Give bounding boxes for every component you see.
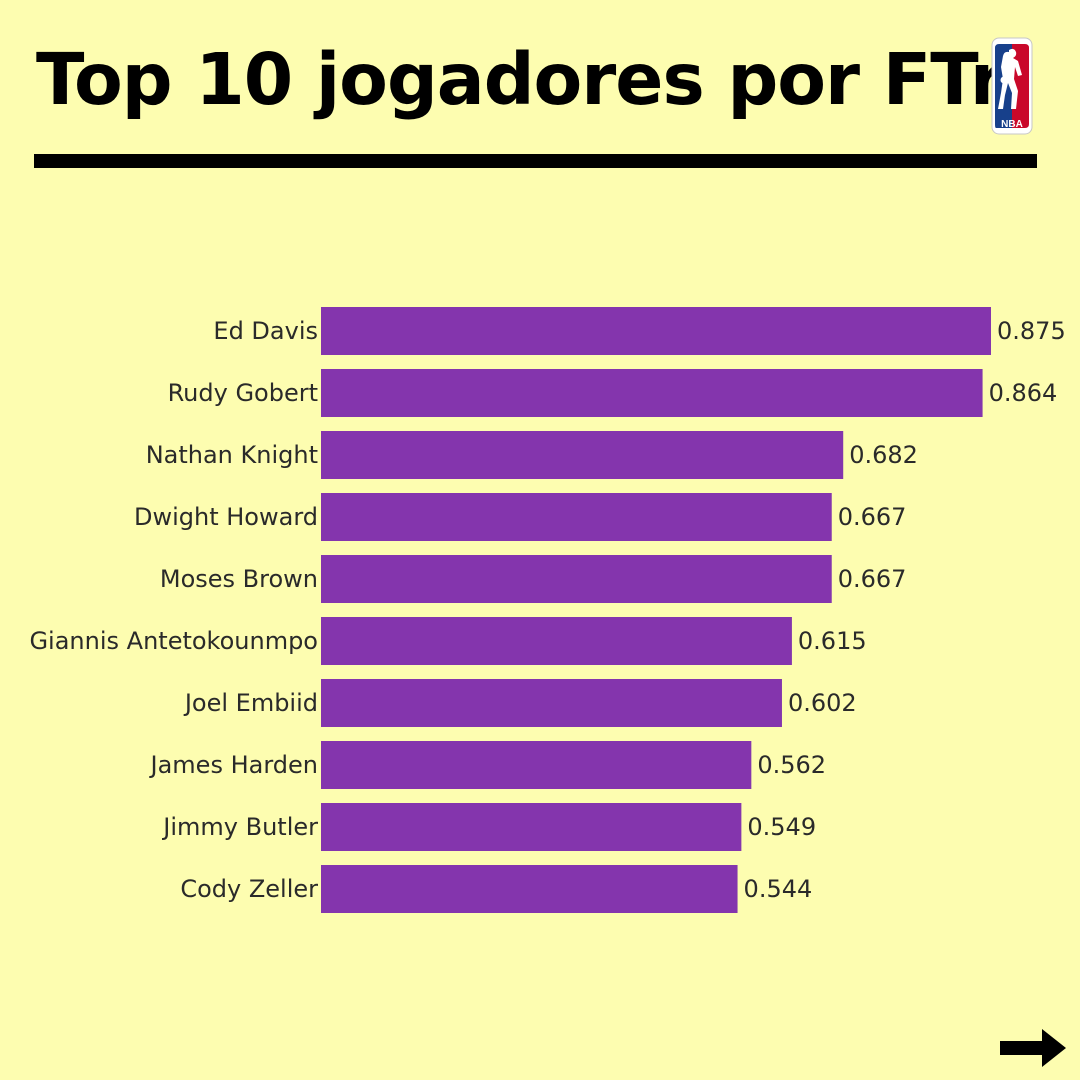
right-arrow-icon[interactable] [998, 1026, 1070, 1070]
bar-4 [321, 555, 832, 603]
nba-logo-icon: NBA [991, 37, 1033, 135]
value-label-7: 0.562 [757, 751, 826, 779]
value-label-2: 0.682 [849, 441, 918, 469]
nba-logo-text: NBA [1001, 119, 1023, 130]
value-label-3: 0.667 [838, 503, 907, 531]
bar-8 [321, 803, 742, 851]
bar-0 [321, 307, 991, 355]
value-label-5: 0.615 [798, 627, 867, 655]
bar-5 [321, 617, 792, 665]
value-label-0: 0.875 [997, 317, 1066, 345]
value-label-4: 0.667 [838, 565, 907, 593]
category-label-7: James Harden [149, 751, 318, 779]
value-label-9: 0.544 [744, 875, 813, 903]
value-label-1: 0.864 [989, 379, 1058, 407]
category-label-9: Cody Zeller [180, 875, 318, 903]
bar-1 [321, 369, 983, 417]
category-label-8: Jimmy Butler [161, 813, 318, 841]
category-label-5: Giannis Antetokounmpo [29, 627, 318, 655]
bar-3 [321, 493, 832, 541]
category-label-1: Rudy Gobert [168, 379, 318, 407]
title-underline [34, 154, 1037, 168]
category-label-2: Nathan Knight [146, 441, 318, 469]
category-label-6: Joel Embiid [183, 689, 318, 717]
bar-6 [321, 679, 782, 727]
category-label-0: Ed Davis [213, 317, 318, 345]
bar-9 [321, 865, 738, 913]
category-label-4: Moses Brown [160, 565, 318, 593]
page-title: Top 10 jogadores por FTr [36, 38, 1005, 121]
bar-7 [321, 741, 752, 789]
category-label-3: Dwight Howard [134, 503, 318, 531]
bar-2 [321, 431, 844, 479]
value-label-8: 0.549 [747, 813, 816, 841]
value-label-6: 0.602 [788, 689, 857, 717]
